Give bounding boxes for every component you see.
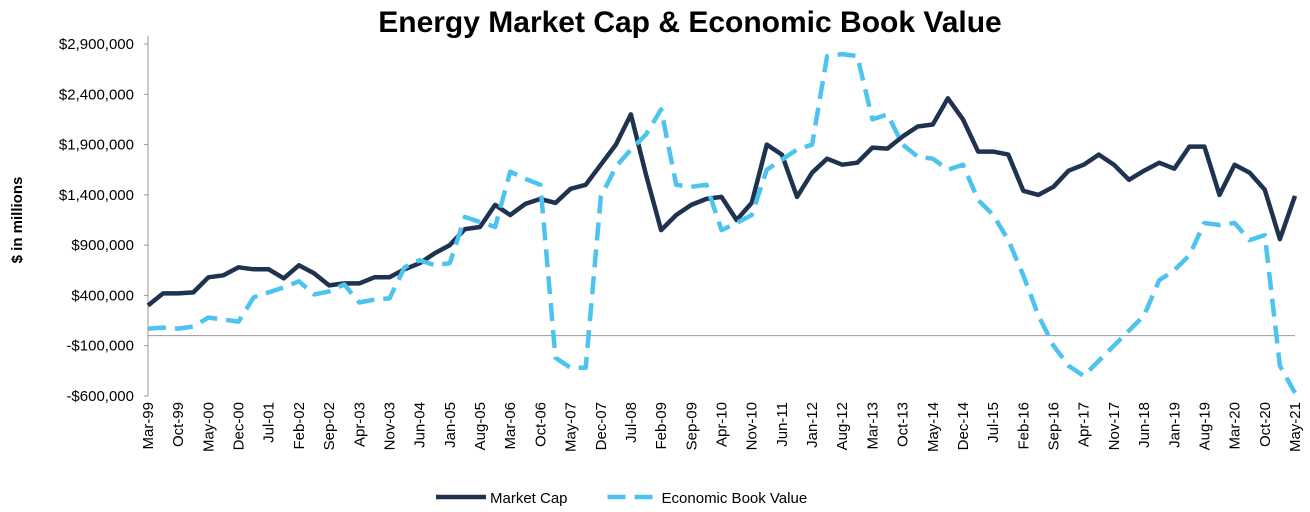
x-tick-label: Mar-13 [864,402,881,450]
x-tick-label: Sep-02 [321,402,338,450]
y-axis-label: $ in millions [9,177,26,264]
x-tick-label: Jul-15 [985,402,1002,443]
x-tick-label: Oct-20 [1257,402,1274,447]
x-tick-label: Apr-03 [351,402,368,447]
y-tick-label: -$100,000 [66,338,134,355]
x-tick-label: Oct-99 [170,402,187,447]
x-tick-label: Mar-99 [140,402,157,450]
x-tick-label: Nov-17 [1106,402,1123,450]
series-line [147,51,1297,395]
x-tick-label: Apr-10 [714,402,731,447]
x-tick-label: Feb-09 [653,402,670,450]
legend-label: Economic Book Value [662,490,808,507]
y-tick-label: $1,400,000 [59,187,134,204]
x-tick-label: Dec-14 [955,402,972,450]
series-line [146,96,1298,308]
legend-label: Market Cap [490,490,568,507]
x-tick-label: May-07 [563,402,580,452]
x-tick-label: Mar-20 [1227,402,1244,450]
y-tick-label: $1,900,000 [59,137,134,154]
x-tick-label: Oct-06 [532,402,549,447]
x-tick-label: Feb-16 [1015,402,1032,450]
y-tick-label: $2,400,000 [59,86,134,103]
x-tick-label: Jun-18 [1136,402,1153,448]
x-tick-label: Dec-00 [231,402,248,450]
x-tick-label: May-21 [1287,402,1304,452]
x-tick-label: Dec-07 [593,402,610,450]
x-tick-label: Oct-13 [895,402,912,447]
x-tick-label: Feb-02 [291,402,308,450]
x-tick-label: Aug-05 [472,402,489,450]
x-tick-label: Mar-06 [502,402,519,450]
x-tick-label: Sep-09 [683,402,700,450]
y-tick-label: $2,900,000 [59,36,134,53]
y-tick-label: -$600,000 [66,388,134,405]
x-tick-label: May-00 [200,402,217,452]
x-tick-label: Aug-19 [1196,402,1213,450]
x-tick-label: Nov-10 [744,402,761,450]
x-tick-label: Jun-11 [774,402,791,447]
x-tick-label: Jan-19 [1166,402,1183,448]
x-tick-label: Apr-17 [1076,402,1093,447]
x-tick-label: Nov-03 [381,402,398,450]
x-tick-label: Jul-01 [261,402,278,443]
x-tick-label: Jan-05 [442,402,459,448]
x-tick-label: Sep-16 [1046,402,1063,450]
y-tick-label: $400,000 [71,287,134,304]
x-tick-label: Jan-12 [804,402,821,448]
chart-title: Energy Market Cap & Economic Book Value [378,6,1002,39]
x-tick-label: May-14 [925,402,942,452]
y-tick-label: $900,000 [71,237,134,254]
x-tick-label: Jul-08 [623,402,640,443]
x-tick-label: Aug-12 [834,402,851,450]
x-tick-label: Jun-04 [412,402,429,448]
